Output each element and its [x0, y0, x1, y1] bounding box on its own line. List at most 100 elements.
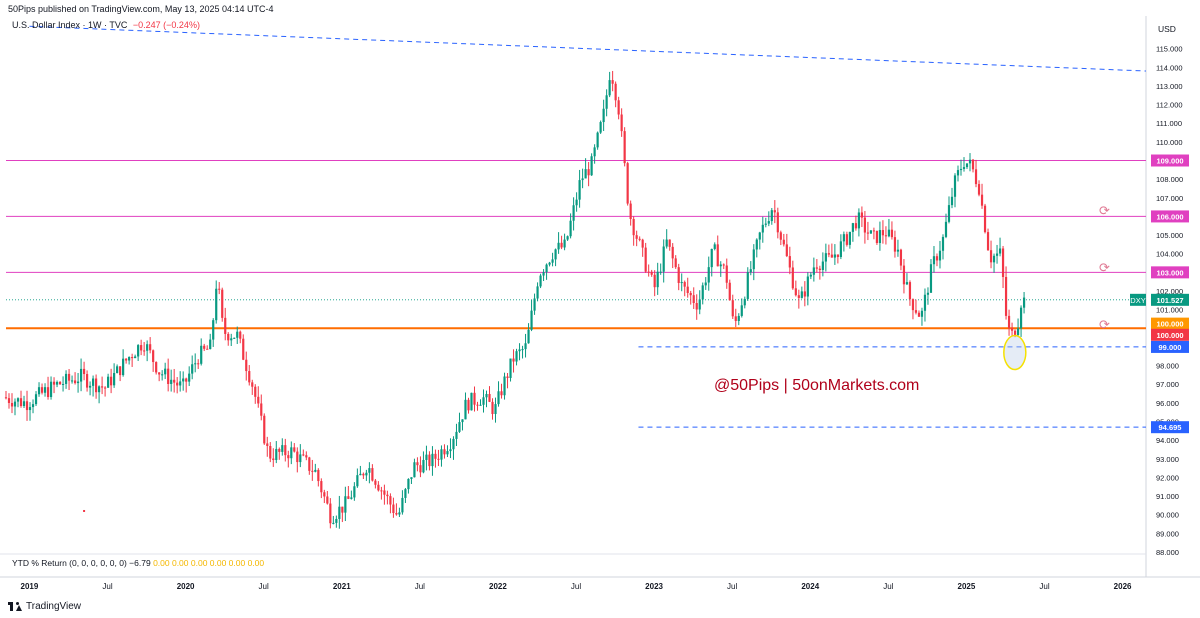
candle-body: [1001, 248, 1005, 278]
candle-body: [791, 267, 794, 289]
candle-body: [734, 316, 737, 321]
x-tick-label: 2019: [21, 582, 39, 591]
symbol-legend[interactable]: U.S. Dollar Index · 1W · TVC −0.247 (−0.…: [12, 20, 200, 30]
y-tick-label: 89.000: [1156, 529, 1179, 538]
candle-body: [878, 230, 882, 243]
candle-body: [296, 451, 299, 463]
candle-body: [665, 239, 668, 247]
candle-body: [875, 230, 879, 243]
candle-body: [1004, 277, 1008, 316]
x-tick-label: 2020: [177, 582, 195, 591]
candle-body: [470, 392, 473, 411]
candle-body: [617, 100, 620, 115]
y-tick-label: 97.000: [1156, 380, 1179, 389]
candle-body: [905, 282, 909, 285]
candle-body: [809, 274, 812, 277]
candle-body: [725, 265, 728, 283]
candle-body: [61, 383, 65, 385]
candle-body: [149, 344, 152, 351]
tradingview-logo[interactable]: TradingView: [8, 601, 81, 612]
candle-body: [695, 303, 698, 310]
candle-body: [551, 259, 554, 263]
candle-body: [992, 255, 996, 263]
candle-body: [833, 254, 836, 258]
candle-body: [650, 271, 653, 275]
candle-body: [152, 350, 155, 363]
level-100-red-label-text: 100.000: [1156, 331, 1183, 340]
y-tick-label: 104.000: [1156, 250, 1183, 259]
level-103-label-text: 103.000: [1156, 268, 1183, 277]
candle-body: [770, 210, 773, 222]
candle-body: [353, 486, 356, 498]
candle-body: [707, 267, 710, 283]
candle-body: [185, 378, 188, 382]
candle-body: [803, 291, 806, 297]
candle-body: [287, 455, 290, 459]
candle-body: [338, 506, 341, 519]
ytd-indicator-value: −6.79: [129, 558, 151, 568]
candle-body: [464, 399, 467, 420]
candle-body: [311, 470, 314, 472]
trendline: [29, 25, 1147, 72]
candle-body: [701, 285, 704, 300]
candle-body: [890, 229, 894, 238]
candle-body: [500, 391, 503, 396]
candle-body: [929, 264, 933, 293]
candle-body: [557, 242, 560, 250]
candle-body: [821, 261, 824, 270]
candle-body: [323, 492, 326, 497]
candle-body: [686, 286, 689, 293]
level-106-label: [1151, 210, 1189, 223]
candle-body: [980, 194, 984, 206]
candle-body: [392, 504, 395, 513]
candle-body: [31, 404, 35, 408]
candle-body: [971, 159, 975, 170]
candle-body: [365, 472, 368, 476]
currency-label[interactable]: USD: [1158, 24, 1176, 34]
candle-body: [818, 268, 821, 270]
ytd-indicator-legend[interactable]: YTD % Return (0, 0, 0, 0, 0, 0) −6.79 0.…: [12, 558, 264, 568]
candle-body: [539, 275, 542, 287]
candle-body: [422, 459, 425, 473]
candle-body: [37, 387, 41, 395]
candle-body: [94, 378, 98, 393]
candle-body: [776, 212, 779, 233]
candle-body: [722, 264, 725, 266]
candle-body: [25, 401, 29, 411]
candle-body: [305, 455, 308, 458]
candle-body: [22, 401, 26, 407]
level-103-label: [1151, 266, 1189, 279]
x-tick-label: Jul: [102, 582, 112, 591]
candle-body: [740, 305, 743, 316]
candle-body: [899, 249, 903, 266]
candle-body: [554, 249, 557, 260]
candle-body: [968, 159, 972, 164]
candle-body: [869, 230, 873, 234]
candle-body: [46, 387, 50, 398]
tradingview-brand: TradingView: [26, 601, 82, 612]
candle-body: [350, 497, 353, 499]
candle-body: [896, 249, 900, 252]
candle-body: [491, 401, 494, 415]
candle-body: [761, 224, 764, 233]
x-tick-label: 2026: [1114, 582, 1132, 591]
candle-body: [88, 385, 92, 388]
candle-body: [221, 289, 224, 318]
level-100-label-text: 100.000: [1156, 320, 1183, 329]
candle-body: [758, 232, 761, 240]
candle-body: [881, 230, 885, 236]
candle-body: [728, 282, 731, 301]
x-tick-label: Jul: [883, 582, 893, 591]
x-tick-label: Jul: [571, 582, 581, 591]
refresh-icon[interactable]: ⟳: [1099, 317, 1110, 332]
candle-body: [785, 244, 788, 257]
candle-body: [800, 291, 803, 298]
candle-body: [34, 394, 38, 405]
candle-body: [386, 494, 389, 497]
candle-body: [4, 397, 8, 399]
refresh-icon[interactable]: ⟳: [1099, 260, 1110, 275]
refresh-icon[interactable]: ⟳: [1099, 203, 1110, 218]
candle-body: [425, 454, 428, 460]
y-tick-label: 108.000: [1156, 175, 1183, 184]
